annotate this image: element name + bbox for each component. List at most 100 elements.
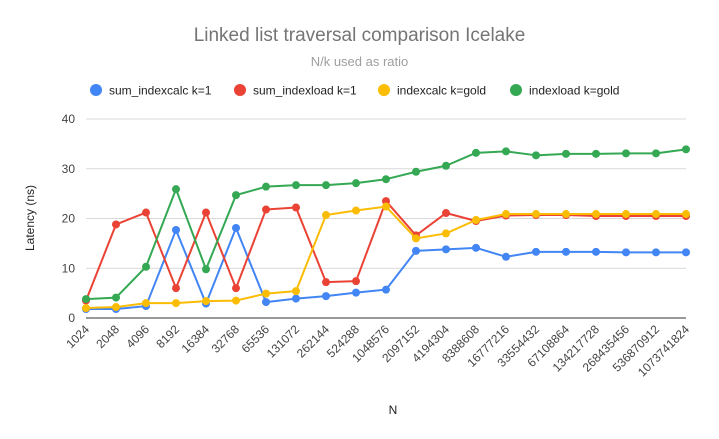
data-point (592, 149, 600, 158)
data-point (352, 288, 360, 297)
x-axis-title: N (389, 403, 398, 417)
data-point (112, 220, 120, 229)
data-point (262, 205, 270, 214)
data-point (532, 247, 540, 256)
data-point (112, 293, 120, 302)
data-point (382, 197, 390, 206)
chart-title: Linked list traversal comparison Icelake (194, 25, 526, 46)
data-point (472, 243, 480, 252)
data-point (382, 285, 390, 294)
data-point (352, 179, 360, 188)
x-tick-label: 262144 (294, 322, 332, 360)
data-point (172, 284, 180, 293)
chart-subtitle: N/k used as ratio (311, 54, 409, 69)
data-point (202, 297, 210, 306)
x-tick-label: 1024 (63, 322, 92, 351)
legend-label: sum_indexload k=1 (253, 84, 357, 98)
data-point (652, 248, 660, 257)
series-indexload-k-gold (82, 145, 690, 304)
data-point (142, 262, 150, 271)
data-point (472, 148, 480, 157)
data-point (472, 215, 480, 224)
data-point (502, 147, 510, 156)
data-point (562, 149, 570, 158)
data-point (682, 210, 690, 219)
series-line (85, 148, 687, 301)
data-point (562, 210, 570, 219)
data-point (232, 296, 240, 305)
gridlines (86, 118, 686, 269)
y-tick-label: 0 (68, 311, 75, 325)
legend-swatch (234, 84, 246, 96)
data-point (82, 295, 90, 304)
data-point (502, 210, 510, 219)
data-point (292, 203, 300, 212)
data-point (682, 248, 690, 257)
data-point (412, 246, 420, 255)
data-point (352, 206, 360, 215)
data-point (592, 247, 600, 256)
x-tick-label: 2048 (93, 322, 122, 351)
legend-label: indexload k=gold (529, 84, 619, 98)
data-point (292, 181, 300, 190)
data-point (232, 223, 240, 232)
y-axis-ticks: 0 10 20 30 40 (62, 112, 76, 325)
data-point (202, 265, 210, 274)
data-point (232, 191, 240, 200)
data-point (532, 151, 540, 160)
data-point (622, 210, 630, 219)
data-point (682, 145, 690, 154)
y-axis-title: Latency (ns) (23, 185, 37, 251)
data-point (412, 167, 420, 176)
data-point (652, 210, 660, 219)
y-tick-label: 10 (62, 261, 76, 275)
data-point (172, 225, 180, 234)
legend-swatch (378, 84, 390, 96)
x-tick-label: 32768 (209, 322, 243, 356)
series-group (82, 145, 690, 314)
y-tick-label: 30 (62, 162, 76, 176)
data-point (382, 202, 390, 211)
data-point (442, 245, 450, 254)
data-point (592, 210, 600, 219)
x-tick-label: 8192 (153, 322, 182, 351)
legend-label: sum_indexcalc k=1 (109, 84, 212, 98)
data-point (322, 181, 330, 190)
data-point (172, 299, 180, 308)
data-point (142, 299, 150, 308)
legend-item: indexcalc k=gold (378, 84, 486, 98)
data-point (622, 248, 630, 257)
legend-item: indexload k=gold (510, 84, 619, 98)
data-point (352, 277, 360, 286)
x-axis-ticks: 1024 2048 4096 8192163843276865536131072262… (63, 322, 692, 379)
legend-item: sum_indexload k=1 (234, 84, 357, 98)
data-point (232, 284, 240, 293)
data-point (262, 289, 270, 298)
legend-label: indexcalc k=gold (397, 84, 486, 98)
data-point (652, 149, 660, 158)
data-point (532, 210, 540, 219)
data-point (622, 149, 630, 158)
x-tick-label: 16384 (179, 322, 213, 356)
data-point (442, 229, 450, 238)
legend-swatch (510, 84, 522, 96)
data-point (412, 234, 420, 243)
data-point (172, 185, 180, 194)
legend-item: sum_indexcalc k=1 (90, 84, 212, 98)
x-tick-label: 131072 (264, 322, 302, 360)
data-point (142, 208, 150, 217)
data-point (112, 303, 120, 312)
data-point (382, 175, 390, 184)
data-point (502, 252, 510, 261)
data-point (262, 298, 270, 307)
y-tick-label: 20 (62, 212, 76, 226)
series-indexcalc-k-gold (82, 202, 690, 313)
data-point (322, 292, 330, 301)
y-tick-label: 40 (62, 112, 76, 126)
data-point (442, 161, 450, 170)
data-point (202, 208, 210, 217)
data-point (292, 294, 300, 303)
data-point (442, 209, 450, 218)
data-point (292, 287, 300, 296)
